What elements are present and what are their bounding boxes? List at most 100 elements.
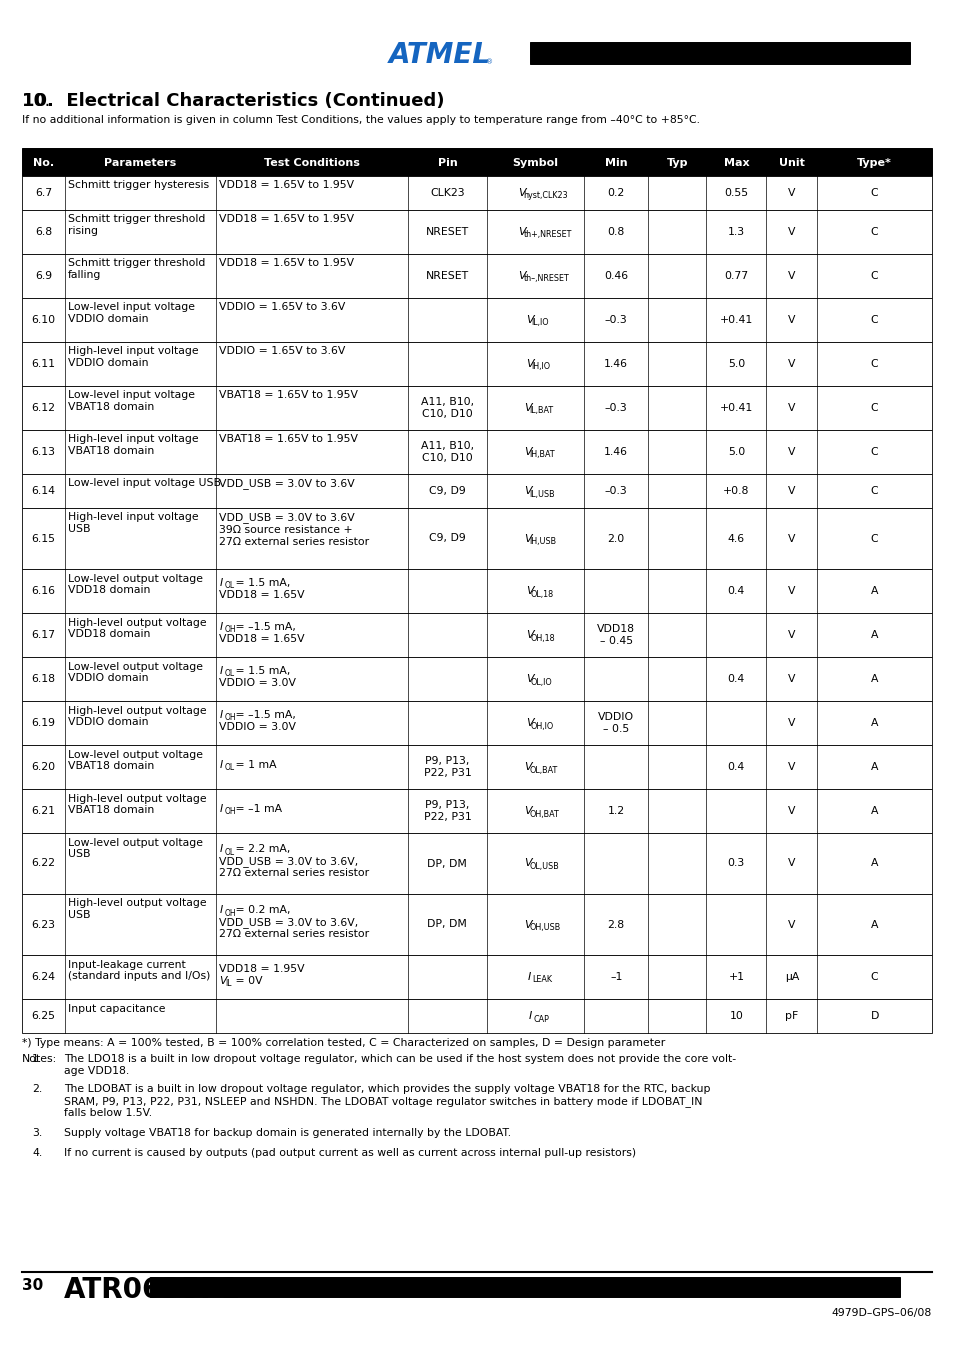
- Text: 6.9: 6.9: [35, 271, 51, 281]
- Text: OL,BAT: OL,BAT: [529, 765, 557, 775]
- Bar: [22, 386, 931, 431]
- Text: = –1.5 mA,: = –1.5 mA,: [232, 621, 295, 632]
- Text: –0.3: –0.3: [604, 315, 627, 325]
- Bar: [22, 148, 931, 176]
- Text: 3.: 3.: [32, 1129, 42, 1138]
- Bar: [22, 568, 931, 613]
- Text: V: V: [787, 315, 795, 325]
- Text: V: V: [525, 586, 533, 595]
- Text: 6.14: 6.14: [31, 486, 55, 495]
- Text: Low-level input voltage
VBAT18 domain: Low-level input voltage VBAT18 domain: [69, 390, 195, 412]
- Bar: [530, 42, 909, 63]
- Text: C: C: [870, 972, 878, 981]
- Text: High-level input voltage
VBAT18 domain: High-level input voltage VBAT18 domain: [69, 435, 198, 456]
- Text: Input-leakage current
(standard inputs and I/Os): Input-leakage current (standard inputs a…: [69, 960, 211, 981]
- Text: IH,IO: IH,IO: [530, 363, 549, 371]
- Text: VDD_USB = 3.0V to 3.6V: VDD_USB = 3.0V to 3.6V: [219, 478, 355, 490]
- Text: I: I: [219, 710, 222, 720]
- Text: OH: OH: [225, 713, 236, 722]
- Text: I: I: [219, 844, 222, 855]
- Text: Schmitt trigger threshold
falling: Schmitt trigger threshold falling: [69, 258, 206, 279]
- Text: A: A: [870, 806, 878, 815]
- Text: High-level input voltage
VDDIO domain: High-level input voltage VDDIO domain: [69, 347, 198, 369]
- Text: Low-level output voltage
USB: Low-level output voltage USB: [69, 837, 203, 859]
- Bar: [150, 1277, 899, 1297]
- Text: V: V: [524, 533, 532, 544]
- Text: V: V: [787, 806, 795, 815]
- Bar: [22, 254, 931, 298]
- Text: V: V: [524, 447, 532, 458]
- Text: DP, DM: DP, DM: [427, 919, 467, 930]
- Text: V: V: [787, 533, 795, 544]
- Text: V: V: [517, 271, 525, 281]
- Text: 5.0: 5.0: [727, 447, 744, 458]
- Text: 6.24: 6.24: [31, 972, 55, 981]
- Text: V: V: [524, 486, 532, 495]
- Text: 4.6: 4.6: [727, 533, 744, 544]
- Text: 1.3: 1.3: [727, 227, 744, 238]
- Text: 1.46: 1.46: [603, 447, 628, 458]
- Text: 10.  Electrical Characteristics (Continued): 10. Electrical Characteristics (Continue…: [22, 92, 444, 109]
- Text: ATMEL: ATMEL: [389, 40, 491, 69]
- Text: +1: +1: [727, 972, 743, 981]
- Text: VDD18
– 0.45: VDD18 – 0.45: [597, 624, 635, 645]
- Text: 10.: 10.: [22, 92, 62, 109]
- Text: V: V: [524, 404, 532, 413]
- Text: VDD18 = 1.65V to 1.95V: VDD18 = 1.65V to 1.95V: [219, 181, 355, 190]
- Text: +0.41: +0.41: [719, 404, 752, 413]
- Text: V: V: [787, 359, 795, 369]
- Text: ®: ®: [485, 59, 493, 65]
- Text: OL: OL: [225, 763, 234, 772]
- Text: 6.8: 6.8: [35, 227, 51, 238]
- Text: The LDO18 is a built in low dropout voltage regulator, which can be used if the : The LDO18 is a built in low dropout volt…: [64, 1054, 736, 1076]
- Text: OH: OH: [225, 807, 236, 817]
- Text: 0.4: 0.4: [727, 586, 744, 595]
- Text: V: V: [787, 486, 795, 495]
- Bar: [22, 474, 931, 508]
- Text: = –1.5 mA,: = –1.5 mA,: [232, 710, 295, 720]
- Text: V: V: [525, 315, 533, 325]
- Text: 6.10: 6.10: [31, 315, 55, 325]
- Text: V: V: [787, 586, 795, 595]
- Text: C: C: [870, 315, 878, 325]
- Text: A: A: [870, 718, 878, 728]
- Text: V: V: [787, 761, 795, 772]
- Text: High-level output voltage
VDDIO domain: High-level output voltage VDDIO domain: [69, 706, 207, 728]
- Text: OH,BAT: OH,BAT: [529, 810, 558, 818]
- Text: hyst,CLK23: hyst,CLK23: [523, 192, 567, 201]
- Text: 2.: 2.: [32, 1084, 42, 1094]
- Text: 10: 10: [729, 1011, 742, 1021]
- Text: Max: Max: [722, 158, 748, 167]
- Text: IH,BAT: IH,BAT: [529, 451, 555, 459]
- Text: C: C: [870, 271, 878, 281]
- Bar: [22, 176, 931, 211]
- Text: OH: OH: [225, 909, 236, 918]
- Text: IL,IO: IL,IO: [530, 319, 548, 328]
- Text: C: C: [870, 227, 878, 238]
- Text: The LDOBAT is a built in low dropout voltage regulator, which provides the suppl: The LDOBAT is a built in low dropout vol…: [64, 1084, 710, 1118]
- Text: A: A: [870, 761, 878, 772]
- Text: +0.41: +0.41: [719, 315, 752, 325]
- Text: VDD_USB = 3.0V to 3.6V
39Ω source resistance +
27Ω external series resistor: VDD_USB = 3.0V to 3.6V 39Ω source resist…: [219, 513, 369, 547]
- Text: V: V: [787, 404, 795, 413]
- Text: OH: OH: [225, 625, 236, 634]
- Text: I: I: [219, 760, 222, 770]
- Text: 6.22: 6.22: [31, 859, 55, 868]
- Text: V: V: [525, 674, 533, 684]
- Text: IL,USB: IL,USB: [529, 490, 555, 498]
- Text: VDD18 = 1.65V: VDD18 = 1.65V: [219, 590, 305, 599]
- Text: A: A: [870, 586, 878, 595]
- Bar: [22, 833, 931, 894]
- Text: 4.: 4.: [32, 1148, 42, 1158]
- Text: 6.25: 6.25: [31, 1011, 55, 1021]
- Text: A: A: [870, 630, 878, 640]
- Text: = 0V: = 0V: [232, 976, 262, 986]
- Text: = –1 mA: = –1 mA: [232, 803, 282, 814]
- Text: 4979D–GPS–06/08: 4979D–GPS–06/08: [831, 1308, 931, 1318]
- Text: Pin: Pin: [437, 158, 456, 167]
- Text: A: A: [870, 674, 878, 684]
- Text: I: I: [528, 1011, 532, 1021]
- Text: 6.19: 6.19: [31, 718, 55, 728]
- Text: Low-level output voltage
VDD18 domain: Low-level output voltage VDD18 domain: [69, 574, 203, 595]
- Bar: [22, 701, 931, 745]
